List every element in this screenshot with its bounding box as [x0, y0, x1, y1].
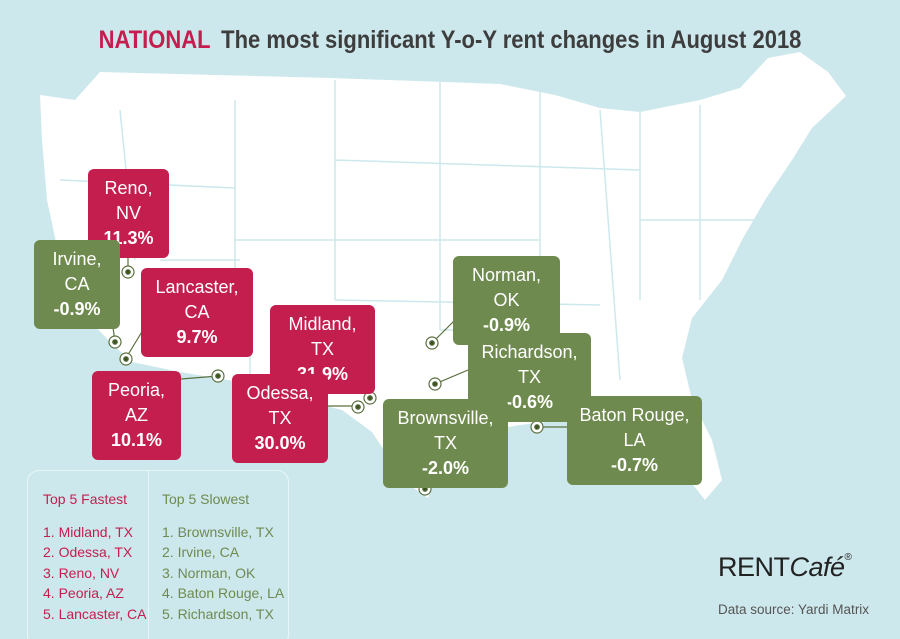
marker-peoria [211, 369, 225, 383]
us-land [40, 52, 846, 500]
callout-value: -0.7% [610, 455, 659, 475]
legend-item: 5. Richardson, TX [162, 605, 274, 622]
callout-lancaster: Lancaster, CA 9.7% [141, 268, 253, 357]
marker-norman [425, 336, 439, 350]
callout-value: -0.9% [482, 315, 531, 335]
legend-item: 2. Irvine, CA [162, 544, 240, 560]
callout-irvine: Irvine, CA -0.9% [34, 240, 120, 329]
legend-item: 3. Reno, NV [43, 564, 120, 581]
legend: Top 5 Fastest 1. Midland, TX 2. Odessa, … [27, 470, 289, 639]
legend-item: 1. Midland, TX [43, 523, 134, 540]
callout-city: Richardson, TX [481, 342, 578, 387]
callout-value: -2.0% [421, 458, 470, 478]
callout-value: 10.1% [110, 430, 163, 450]
legend-divider [148, 471, 149, 639]
logo-cafe: Café [789, 552, 846, 582]
callout-odessa: Odessa, TX 30.0% [232, 374, 328, 463]
callout-city: Brownsville, TX [397, 408, 494, 453]
callout-brownsville: Brownsville, TX -2.0% [383, 399, 508, 488]
marker-reno [121, 265, 135, 279]
title-region: NATIONAL [98, 26, 211, 54]
title-text: The most significant Y-o-Y rent changes … [221, 26, 802, 54]
callout-city: Peoria, AZ [107, 380, 166, 425]
legend-item: 3. Norman, OK [162, 564, 256, 581]
legend-item: 5. Lancaster, CA [43, 605, 147, 622]
marker-baton-rouge [530, 420, 544, 434]
legend-item: 2. Odessa, TX [43, 544, 133, 560]
logo-rent: RENT [718, 552, 790, 582]
page-title: NATIONAL The most significant Y-o-Y rent … [54, 26, 846, 55]
callout-value: -0.9% [53, 299, 101, 319]
data-source: Data source: Yardi Matrix [718, 602, 870, 617]
callout-value: 9.7% [176, 327, 218, 347]
marker-lancaster [119, 352, 133, 366]
callout-city: Irvine, CA [52, 249, 102, 294]
logo-registered: ® [844, 552, 852, 563]
callout-city: Midland, TX [288, 314, 357, 359]
marker-irvine [108, 335, 122, 349]
callout-value: -0.6% [505, 392, 554, 412]
legend-fastest-heading: Top 5 Fastest [43, 491, 128, 507]
legend-item: 1. Brownsville, TX [162, 523, 274, 540]
callout-norman: Norman, OK -0.9% [453, 256, 560, 345]
callout-baton-rouge: Baton Rouge, LA -0.7% [567, 396, 702, 485]
legend-fastest: Top 5 Fastest 1. Midland, TX 2. Odessa, … [43, 489, 147, 624]
callout-city: Odessa, TX [246, 383, 314, 428]
callout-city: Norman, OK [471, 265, 542, 310]
marker-odessa [351, 400, 365, 414]
legend-item: 4. Peoria, AZ [43, 585, 124, 601]
callout-city: Baton Rouge, LA [579, 405, 690, 450]
callout-value: 30.0% [254, 433, 306, 453]
legend-item: 4. Baton Rouge, LA [162, 585, 285, 601]
marker-richardson [428, 377, 442, 391]
callout-city: Lancaster, CA [155, 277, 239, 322]
callout-peoria: Peoria, AZ 10.1% [92, 371, 181, 460]
legend-slowest: Top 5 Slowest 1. Brownsville, TX 2. Irvi… [162, 489, 284, 624]
callout-city: Reno, NV [104, 178, 153, 223]
legend-slowest-heading: Top 5 Slowest [162, 491, 250, 507]
rentcafe-logo: RENTCafé® [718, 552, 852, 583]
